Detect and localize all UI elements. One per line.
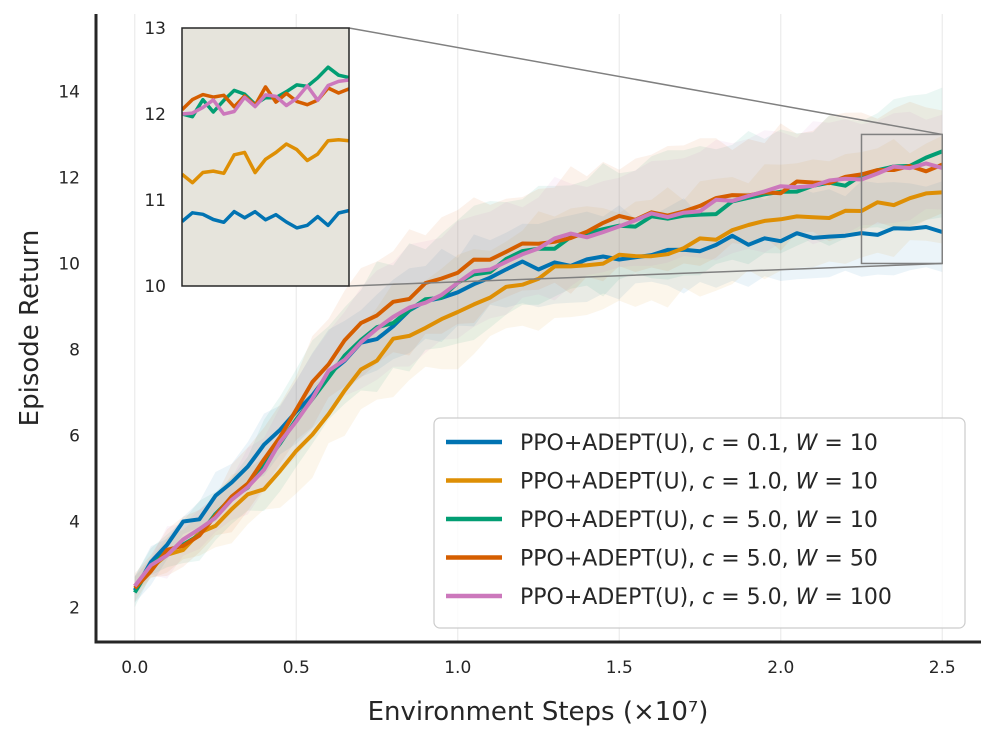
x-tick-label: 0.5 [283, 658, 310, 678]
zoom-connector-line [348, 27, 943, 136]
y-tick-label: 10 [58, 254, 80, 274]
x-tick-label: 1.5 [606, 658, 633, 678]
zoom-inset: 10 11 12 13 [144, 19, 943, 297]
x-tick-label: 2.0 [767, 658, 794, 678]
std-band [134, 135, 943, 595]
legend-label: PPO+ADEPT(U), c = 0.1, W = 10 [520, 431, 878, 456]
legend-entry: PPO+ADEPT(U), c = 0.1, W = 10 [446, 431, 878, 456]
y-tick-label: 2 [69, 599, 80, 619]
zoom-region-box [860, 133, 943, 265]
x-axis-title: Environment Steps (×10⁷) [368, 697, 709, 727]
std-band [134, 87, 943, 608]
inset-series-line [182, 208, 349, 230]
inset-y-tick-label: 12 [144, 105, 166, 125]
legend-entry: PPO+ADEPT(U), c = 5.0, W = 100 [446, 585, 892, 610]
legend-label: PPO+ADEPT(U), c = 5.0, W = 10 [520, 508, 878, 533]
inset-series-line [182, 78, 349, 116]
legend-box [433, 417, 966, 629]
inset-series-line [182, 138, 349, 185]
tick-labels: 0.0 0.5 1.0 1.5 2.0 2.5 2 4 6 8 10 12 14 [58, 82, 955, 678]
y-tick-label: 12 [58, 168, 80, 188]
legend-label: PPO+ADEPT(U), c = 1.0, W = 10 [520, 470, 878, 495]
std-band [134, 111, 943, 596]
x-tick-label: 1.0 [444, 658, 471, 678]
legend-entry: PPO+ADEPT(U), c = 1.0, W = 10 [446, 470, 878, 495]
inset-y-tick-label: 11 [144, 191, 166, 211]
y-tick-label: 14 [58, 82, 80, 102]
legend-entry: PPO+ADEPT(U), c = 5.0, W = 10 [446, 508, 878, 533]
legend-label: PPO+ADEPT(U), c = 5.0, W = 50 [520, 547, 878, 572]
x-tick-label: 2.5 [929, 658, 956, 678]
inset-y-tick-label: 13 [144, 19, 166, 39]
series-line [133, 161, 943, 588]
y-axis-title: Episode Return [15, 230, 45, 427]
zoom-connector-line [348, 262, 943, 287]
inset-band-fill [182, 28, 349, 286]
axes [94, 14, 981, 644]
series-line [133, 162, 943, 590]
inset-plot-area [182, 28, 349, 286]
legend-entry: PPO+ADEPT(U), c = 5.0, W = 50 [446, 547, 878, 572]
inset-series-line [182, 65, 349, 119]
series-line [133, 225, 943, 592]
y-tick-label: 6 [69, 427, 80, 447]
x-tick-label: 0.0 [121, 658, 148, 678]
y-tick-label: 4 [69, 513, 80, 533]
legend-label: PPO+ADEPT(U), c = 5.0, W = 100 [520, 585, 892, 610]
inset-y-tick-label: 10 [144, 277, 166, 297]
inset-frame [181, 27, 350, 287]
y-tick-label: 8 [69, 341, 80, 361]
legend: PPO+ADEPT(U), c = 0.1, W = 10 PPO+ADEPT(U… [433, 417, 966, 629]
